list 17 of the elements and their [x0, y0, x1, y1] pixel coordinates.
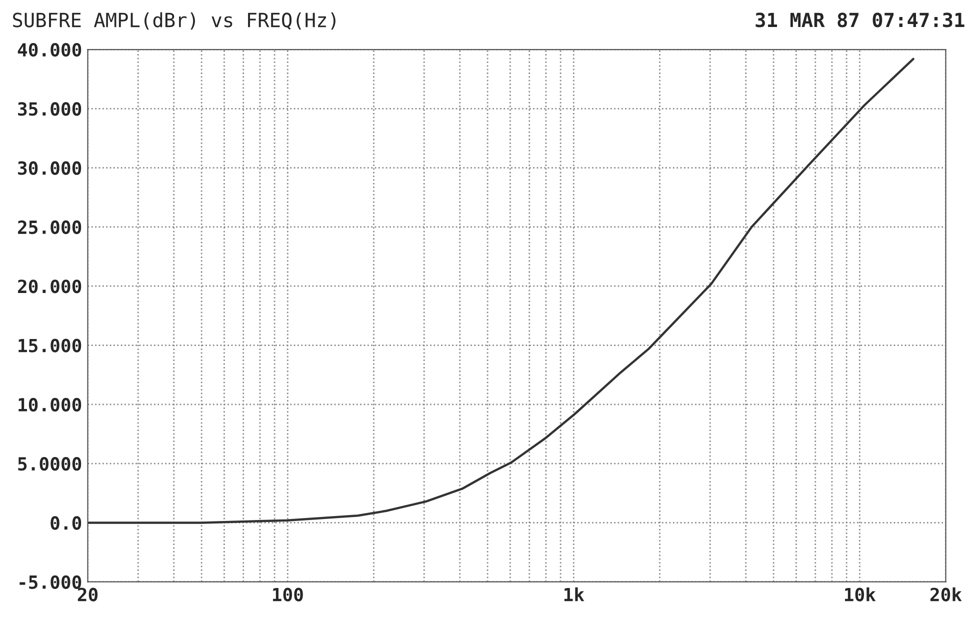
y-tick-label: 30.000: [18, 161, 82, 175]
text: 31 MAR 87 07:47:31: [756, 12, 964, 28]
x-tick-label: 20k: [930, 587, 962, 602]
y-tick-label: 20.000: [18, 280, 82, 294]
y-tick-label: 0.0: [50, 516, 82, 530]
x-tick-label: 1k: [564, 587, 584, 602]
x-tick-label: 20: [78, 588, 98, 602]
x-tick-label: 10k: [845, 587, 876, 602]
chart-title: SUBFRE AMPL(dBr) vs FREQ(Hz): [13, 12, 336, 30]
y-tick-label: 5.0000: [18, 457, 82, 471]
y-tick-label: -5.000: [20, 575, 82, 589]
y-tick-label: 25.000: [18, 220, 82, 234]
x-tick-label: 100: [273, 588, 303, 602]
y-tick-label: 40.000: [18, 42, 82, 57]
y-tick-label: 10.000: [18, 398, 82, 412]
y-tick-label: 15.000: [18, 338, 82, 352]
y-tick-label: 35.000: [18, 102, 82, 116]
